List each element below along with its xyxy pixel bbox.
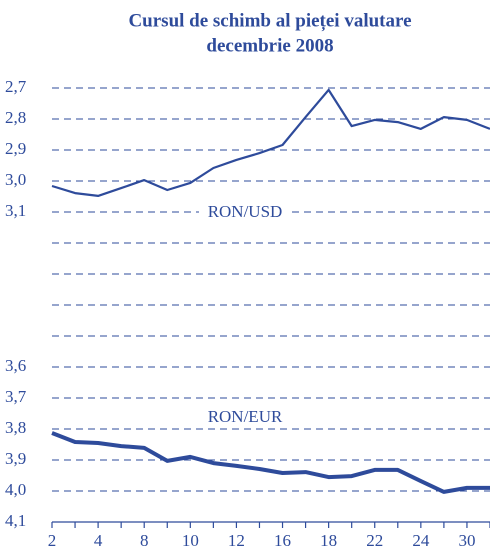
data-line: [51, 88, 490, 197]
x-tick-label: 12: [228, 531, 245, 550]
x-tick-label: 2: [48, 531, 57, 550]
y-tick-label: 4,0: [5, 480, 26, 499]
x-tick-label: 8: [140, 531, 149, 550]
y-tick-label: 3,8: [5, 418, 26, 437]
x-tick-label: 24: [412, 531, 430, 550]
chart-title: Cursul de schimb al pieței valutare: [128, 10, 411, 31]
data-line: [51, 431, 490, 494]
y-tick-label: 2,8: [5, 108, 26, 127]
y-tick-label: 4,1: [5, 511, 26, 530]
chart-title: decembrie 2008: [206, 35, 333, 56]
y-tick-label: 2,9: [5, 139, 26, 158]
label-bg: [199, 408, 291, 428]
x-tick-label: 18: [320, 531, 337, 550]
series-label: RON/EUR: [208, 407, 283, 426]
x-tick-label: 30: [458, 531, 475, 550]
y-tick-label: 3,9: [5, 449, 26, 468]
y-tick-label: 3,1: [5, 201, 26, 220]
x-tick-label: 10: [182, 531, 199, 550]
y-tick-label: 3,7: [5, 387, 27, 406]
x-tick-label: 22: [366, 531, 383, 550]
series-label: RON/USD: [208, 202, 283, 221]
x-tick-label: 16: [274, 531, 291, 550]
y-tick-label: 3,0: [5, 170, 26, 189]
label-bg: [199, 203, 291, 223]
x-tick-label: 4: [94, 531, 103, 550]
y-tick-label: 2,7: [5, 77, 27, 96]
y-tick-label: 3,6: [5, 356, 26, 375]
